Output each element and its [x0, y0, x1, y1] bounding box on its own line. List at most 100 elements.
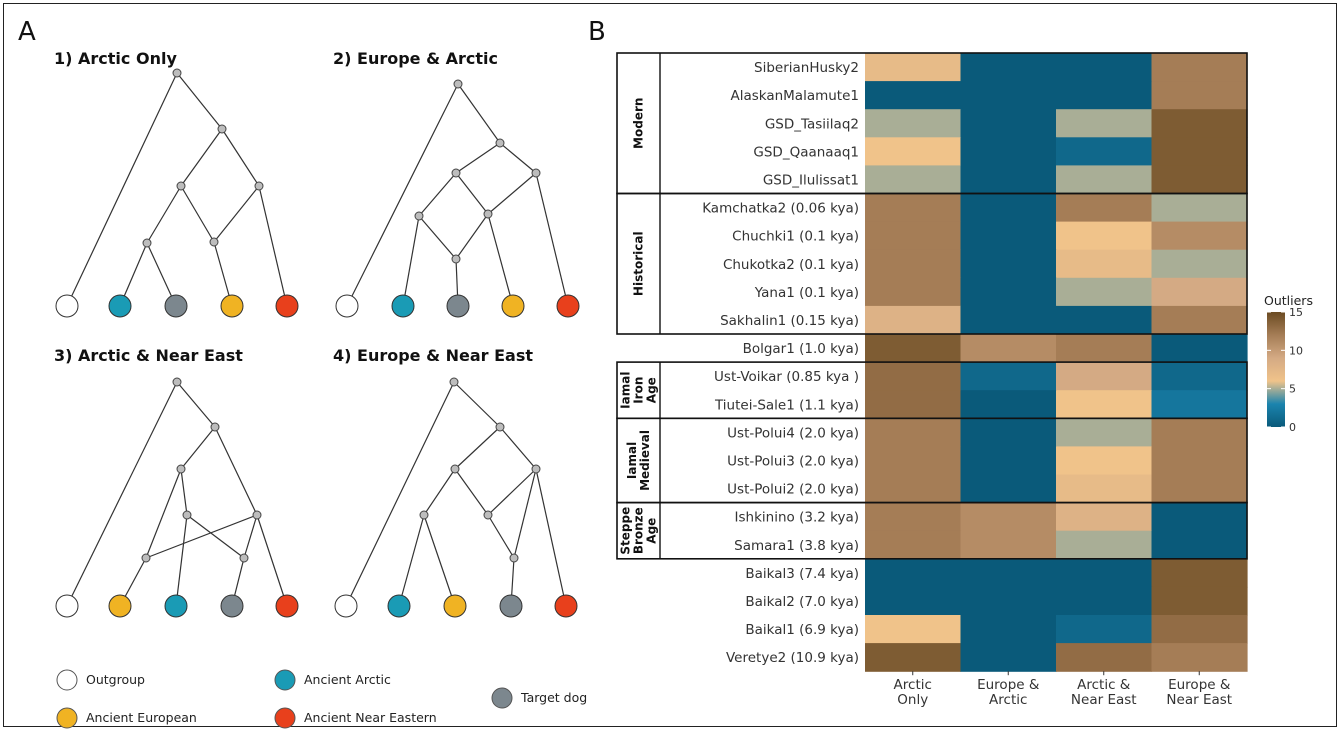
tree-node	[414, 211, 424, 221]
tree-branch	[346, 83, 459, 307]
tree-branch	[499, 426, 537, 470]
group-label-line: Bronze	[632, 507, 646, 554]
column-label: Near East	[1071, 692, 1137, 708]
tree-branch	[146, 185, 182, 244]
heatmap-cell	[865, 305, 962, 335]
tree1-title: 1) Arctic Only	[54, 49, 177, 68]
colorbar-gradient	[1267, 312, 1285, 427]
group-label-line: Iamal	[625, 442, 639, 479]
tree-branch	[180, 426, 216, 470]
heatmap-cell	[1056, 165, 1153, 195]
heatmap-cell	[960, 334, 1057, 363]
tree-branch	[487, 213, 514, 307]
heatmap-cell	[1056, 418, 1153, 447]
heatmap-cell	[960, 137, 1057, 166]
tip-european	[220, 294, 244, 318]
heatmap-cell	[1151, 334, 1248, 363]
tip-neareast	[556, 294, 580, 318]
colorbar-tick-label: 10	[1289, 344, 1303, 357]
tree-branch	[180, 468, 188, 516]
heatmap-cell	[865, 137, 962, 166]
tree-4	[334, 377, 578, 618]
tree-node	[419, 510, 429, 520]
heatmap-cell	[1151, 390, 1248, 419]
heatmap-cell	[1056, 249, 1153, 279]
tree-branch	[487, 172, 537, 215]
heatmap-cell	[865, 390, 962, 419]
tree-branch	[487, 468, 537, 516]
heatmap-cell	[960, 53, 1057, 82]
heatmap-cell	[1151, 109, 1248, 138]
tip-target	[164, 294, 188, 318]
column-label: Arctic	[989, 692, 1027, 708]
group-label-line: Iron	[632, 377, 646, 404]
heatmap-cell	[960, 249, 1057, 279]
tree-node	[531, 464, 541, 474]
heatmap-cell	[865, 643, 962, 672]
tree-legend: Outgroup Ancient Arctic Target dog Ancient …	[56, 669, 587, 729]
tip-arctic	[387, 594, 411, 618]
tree-branch	[535, 468, 567, 607]
heatmap-cell	[960, 558, 1057, 588]
tree-branch	[180, 128, 223, 187]
tip-target	[499, 594, 523, 618]
heatmap-cell	[1151, 643, 1248, 672]
tree-node	[495, 422, 505, 432]
heatmap-cell	[865, 193, 962, 223]
tree-branch	[146, 242, 177, 307]
tree-branch	[402, 215, 420, 307]
tree-branch	[256, 514, 288, 607]
heatmap-cell	[1056, 305, 1153, 335]
tree-node	[210, 422, 220, 432]
tree-branch	[221, 128, 260, 187]
heatmap-cell	[960, 109, 1057, 138]
figure-frame	[3, 3, 1337, 727]
tip-target	[446, 294, 470, 318]
row-label: Bolgar1 (1.0 kya)	[743, 341, 859, 357]
neareast-legend-swatch	[274, 707, 296, 729]
heatmap-cell	[865, 109, 962, 138]
tree-branch	[454, 426, 501, 470]
tree-node	[239, 553, 249, 563]
tip-european	[443, 594, 467, 618]
heatmap-cell	[1151, 221, 1248, 251]
heatmap-cell	[1056, 446, 1153, 476]
tree-branch	[418, 215, 457, 260]
tree-node	[495, 138, 505, 148]
heatmap-cell	[1151, 193, 1248, 223]
group-label: Iamal Iron Age	[619, 372, 659, 409]
tree-node	[453, 79, 463, 89]
tree-branch	[66, 381, 178, 607]
heatmap-cell	[865, 558, 962, 588]
target-legend-swatch	[491, 687, 513, 709]
panel-a-letter: A	[18, 17, 36, 47]
tip-neareast	[554, 594, 578, 618]
european-legend-swatch	[56, 707, 78, 729]
outgroup-legend-label: Outgroup	[86, 672, 145, 687]
column-label: Europe &	[977, 677, 1040, 693]
tree-branch	[258, 185, 288, 307]
colorbar-title: Outliers	[1264, 293, 1313, 308]
outgroup-legend-swatch	[56, 669, 78, 691]
heatmap-cell	[960, 446, 1057, 476]
row-label: GSD_Tasiilaq2	[765, 116, 859, 132]
panel-b-letter: B	[588, 17, 606, 47]
trees-layer	[55, 68, 580, 618]
heatmap-cell	[1056, 137, 1153, 166]
heatmap-cell	[865, 165, 962, 195]
tree-node	[172, 377, 182, 387]
heatmap-cell	[960, 615, 1057, 644]
heatmap-cell	[1056, 615, 1153, 644]
tree-node	[531, 168, 541, 178]
tree-node	[176, 181, 186, 191]
column-label: Europe &	[1168, 677, 1231, 693]
row-label: Veretye2 (10.9 kya)	[726, 650, 859, 666]
heatmap-cell	[1056, 530, 1153, 560]
tree-3	[55, 377, 299, 618]
heatmap-cell	[1151, 53, 1248, 82]
row-label: Samara1 (3.8 kya)	[734, 538, 859, 554]
tree3-title: 3) Arctic & Near East	[54, 346, 243, 365]
heatmap-cell	[865, 418, 962, 447]
row-label: Ust-Polui4 (2.0 kya)	[727, 425, 859, 441]
heatmap-cell	[865, 502, 962, 532]
